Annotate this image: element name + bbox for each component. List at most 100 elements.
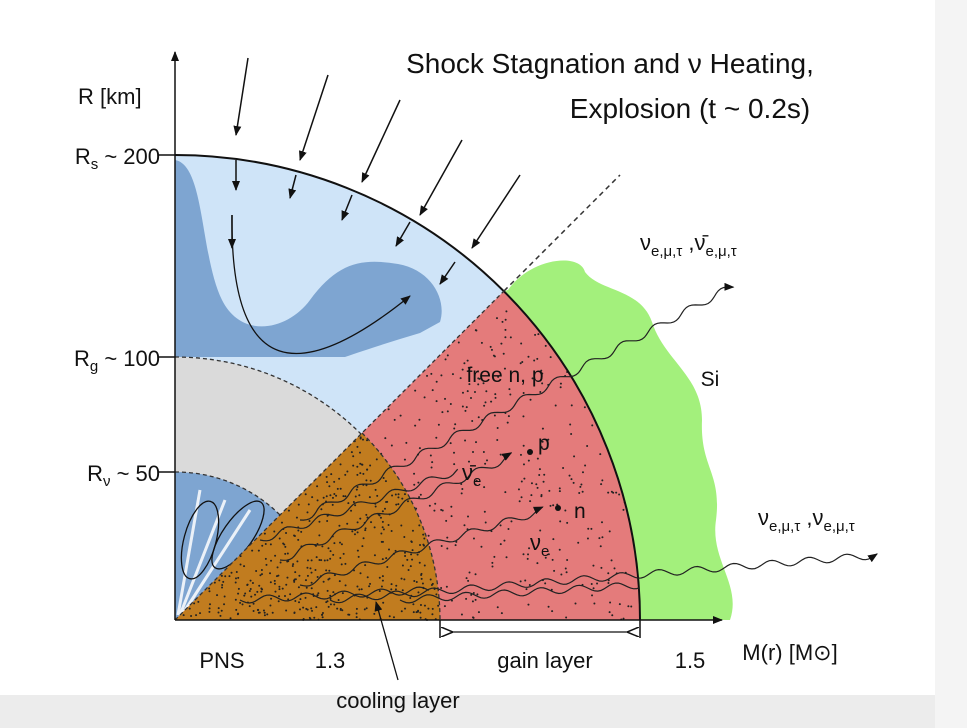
dot — [539, 529, 542, 532]
dot — [278, 585, 281, 588]
dot — [519, 362, 522, 365]
dot — [220, 609, 223, 612]
dot — [208, 587, 211, 590]
radius-label: Rν ~ 50 — [87, 461, 160, 490]
dot — [411, 529, 414, 532]
dot — [504, 336, 507, 339]
dot — [306, 566, 309, 569]
dot — [403, 458, 406, 461]
dot — [517, 488, 520, 491]
dot — [431, 461, 434, 464]
dot — [369, 479, 372, 482]
particle-label: ν̄e — [462, 460, 481, 490]
dot — [360, 463, 363, 466]
dot — [224, 575, 227, 578]
dot — [244, 592, 247, 595]
dot — [340, 563, 343, 566]
dot — [540, 369, 543, 372]
dot — [321, 613, 324, 616]
dot — [297, 529, 300, 532]
dot — [182, 614, 185, 617]
dot — [314, 569, 317, 572]
dot — [552, 538, 555, 541]
dot — [335, 494, 338, 497]
dot — [522, 415, 525, 418]
dot — [366, 468, 369, 471]
dot — [326, 481, 329, 484]
dot — [287, 598, 290, 601]
dot — [338, 477, 341, 480]
dot — [529, 500, 532, 503]
dot — [381, 526, 384, 529]
dot — [321, 612, 324, 615]
particle-label: n — [574, 500, 586, 523]
dot — [341, 592, 344, 595]
dot — [564, 509, 567, 512]
dot — [460, 613, 463, 616]
dot — [299, 598, 302, 601]
dot — [338, 524, 341, 527]
dot — [568, 474, 571, 477]
dot — [529, 398, 532, 401]
dot — [472, 450, 475, 453]
dot — [527, 603, 530, 606]
dot — [449, 442, 452, 445]
dot — [346, 522, 349, 525]
dot — [596, 582, 599, 585]
dot — [316, 485, 319, 488]
dot — [468, 383, 471, 386]
dot — [553, 569, 556, 572]
dot — [234, 581, 237, 584]
dot — [342, 495, 345, 498]
dot — [354, 504, 357, 507]
dot — [285, 583, 288, 586]
dot — [600, 483, 603, 486]
dot — [313, 616, 316, 619]
dot — [359, 462, 362, 465]
dot — [581, 490, 584, 493]
dot — [336, 487, 339, 490]
dot — [548, 489, 551, 492]
dot — [403, 493, 406, 496]
dot — [387, 408, 390, 411]
dot — [234, 598, 237, 601]
dot — [492, 354, 495, 357]
dot — [499, 453, 502, 456]
dot — [352, 455, 355, 458]
dot — [505, 556, 508, 559]
dot — [355, 488, 358, 491]
dot — [379, 516, 382, 519]
dot — [418, 447, 421, 450]
dot — [510, 520, 513, 523]
dot — [482, 450, 485, 453]
dot — [446, 410, 449, 413]
dot — [608, 611, 611, 614]
dot — [483, 486, 486, 489]
dot — [354, 495, 357, 498]
dot — [522, 444, 525, 447]
dot — [273, 582, 276, 585]
dot — [358, 494, 361, 497]
dot — [395, 584, 398, 587]
dot — [471, 600, 474, 603]
dot — [369, 582, 372, 585]
dot — [418, 524, 421, 527]
dot — [278, 537, 281, 540]
dot — [364, 564, 367, 567]
dot — [419, 543, 422, 546]
dot — [601, 479, 604, 482]
y-axis-label: R [km] — [78, 84, 142, 109]
dot — [318, 534, 321, 537]
dot — [508, 388, 511, 391]
dot — [454, 544, 457, 547]
dot — [401, 497, 404, 500]
dot — [417, 591, 420, 594]
dot — [352, 500, 355, 503]
region-label: free n, p — [466, 364, 543, 387]
dot — [565, 571, 568, 574]
dot — [373, 612, 376, 615]
dot — [248, 605, 251, 608]
dot — [478, 377, 481, 380]
frame-edge — [935, 0, 967, 728]
dot — [504, 318, 507, 321]
